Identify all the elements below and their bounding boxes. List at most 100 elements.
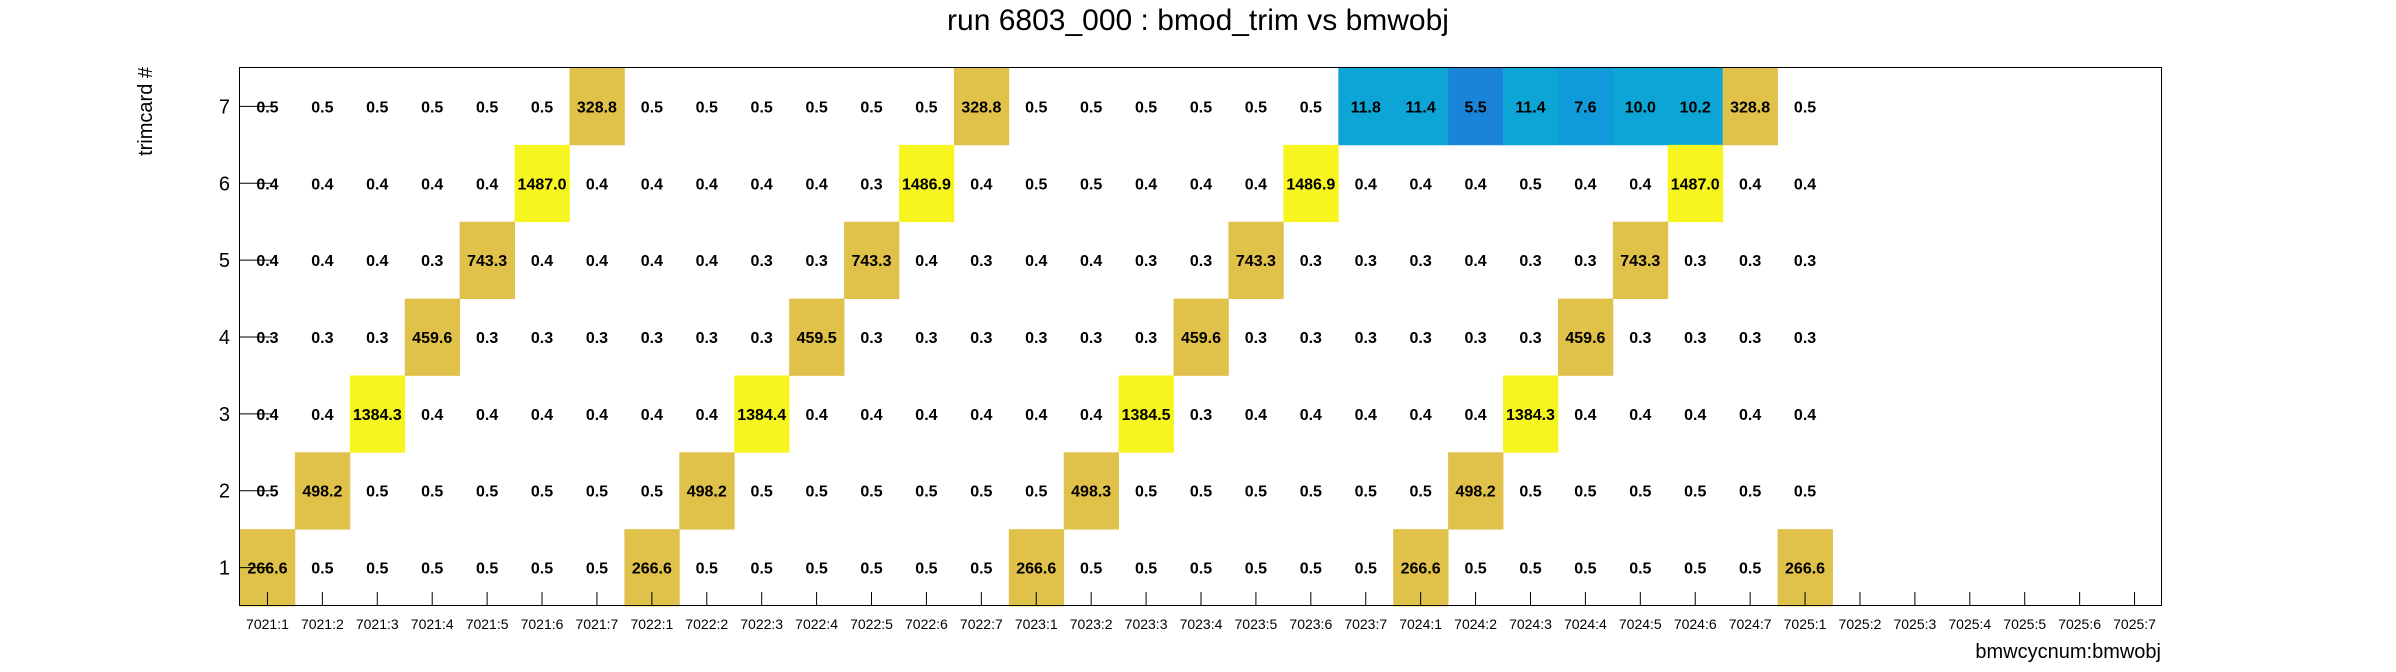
cell-value-label: 0.4	[256, 253, 278, 270]
cell-value-label: 0.4	[586, 407, 608, 424]
cell-value-label: 0.4	[1025, 407, 1047, 424]
cell-value-label: 0.5	[1519, 176, 1541, 193]
cell-value-label: 0.4	[366, 253, 388, 270]
cell-value-label: 0.5	[805, 99, 827, 116]
cell-value-label: 0.4	[1629, 176, 1651, 193]
heatmap-cell	[1448, 452, 1504, 530]
cell-value-label: 0.4	[531, 253, 553, 270]
cell-value-label: 11.4	[1515, 99, 1545, 116]
x-tick-label: 7022:2	[685, 616, 728, 632]
cell-value-label: 328.8	[1730, 99, 1770, 116]
x-tick-label: 7025:1	[1784, 616, 1827, 632]
heatmap-cell	[1612, 68, 1669, 146]
cell-value-label: 0.5	[1739, 561, 1761, 578]
cell-value-label: 0.5	[366, 484, 388, 501]
cell-value-label: 0.3	[970, 330, 992, 347]
cell-value-label: 0.5	[1300, 484, 1322, 501]
cell-value-label: 0.4	[1794, 176, 1816, 193]
heatmap-cell	[1557, 68, 1614, 146]
cell-value-label: 0.4	[970, 176, 992, 193]
cell-value-label: 0.3	[1739, 253, 1761, 270]
cell-value-label: 0.4	[641, 176, 663, 193]
heatmap-cell	[1667, 68, 1724, 146]
cell-value-label: 0.3	[696, 330, 718, 347]
cell-value-label: 0.4	[1190, 176, 1212, 193]
cell-value-label: 0.4	[805, 176, 827, 193]
cell-value-label: 0.5	[1135, 484, 1157, 501]
cell-value-label: 0.4	[1410, 176, 1432, 193]
cell-value-label: 0.5	[860, 484, 882, 501]
cell-value-label: 0.3	[1684, 330, 1706, 347]
x-tick-label: 7022:4	[795, 616, 838, 632]
cell-value-label: 0.5	[751, 484, 773, 501]
cell-value-label: 0.4	[586, 253, 608, 270]
cell-value-label: 0.3	[751, 330, 773, 347]
x-tick-label: 7023:7	[1344, 616, 1387, 632]
cell-value-label: 0.4	[696, 407, 718, 424]
y-tick-label: 4	[219, 327, 230, 349]
cell-value-label: 0.3	[1135, 330, 1157, 347]
cell-value-label: 0.5	[641, 484, 663, 501]
heatmap-cell	[1503, 375, 1559, 453]
cell-value-label: 0.3	[1190, 253, 1212, 270]
heatmap-cell	[1722, 68, 1778, 146]
cell-value-label: 1384.3	[353, 407, 402, 424]
cell-value-label: 0.5	[256, 484, 278, 501]
x-tick-label: 7023:4	[1180, 616, 1223, 632]
x-tick-label: 7021:5	[466, 616, 509, 632]
heatmap-cell	[1448, 68, 1504, 146]
cell-value-label: 0.4	[531, 407, 553, 424]
cell-value-label: 0.4	[1410, 407, 1432, 424]
cell-value-label: 0.4	[1245, 407, 1267, 424]
cell-value-label: 0.3	[1574, 253, 1596, 270]
heatmap-cell	[1283, 144, 1339, 223]
cell-value-label: 0.5	[421, 561, 443, 578]
cell-value-label: 0.5	[1080, 99, 1102, 116]
cell-value-label: 0.4	[421, 407, 443, 424]
heatmap-cell	[1118, 375, 1174, 453]
cell-value-label: 0.4	[1684, 407, 1706, 424]
cell-value-label: 0.5	[1025, 99, 1047, 116]
heatmap-cell	[1612, 221, 1669, 299]
cell-value-label: 0.4	[256, 407, 278, 424]
cell-value-label: 0.4	[311, 407, 333, 424]
cell-value-label: 0.3	[366, 330, 388, 347]
cell-value-label: 0.5	[1355, 484, 1377, 501]
x-tick-label: 7024:7	[1729, 616, 1772, 632]
heatmap-cell	[844, 221, 900, 299]
x-tick-label: 7022:3	[740, 616, 783, 632]
heatmap-cell	[404, 298, 461, 376]
cell-value-label: 498.2	[302, 484, 342, 501]
cell-value-label: 0.5	[586, 484, 608, 501]
cell-value-label: 0.5	[1410, 484, 1432, 501]
cell-value-label: 1487.0	[1671, 176, 1720, 193]
cell-value-label: 0.5	[476, 99, 498, 116]
cell-value-label: 0.5	[476, 561, 498, 578]
x-tick-label: 7021:2	[301, 616, 344, 632]
cell-value-label: 0.4	[1080, 253, 1102, 270]
x-tick-label: 7022:1	[630, 616, 673, 632]
cell-value-label: 0.3	[1519, 330, 1541, 347]
heatmap-cell	[294, 452, 351, 530]
cell-value-label: 0.5	[1355, 561, 1377, 578]
cell-value-label: 0.5	[1794, 484, 1816, 501]
heatmap-cell	[1503, 68, 1559, 146]
cell-value-label: 0.3	[421, 253, 443, 270]
heatmap-cell	[1173, 298, 1229, 376]
cell-value-label: 266.6	[1016, 561, 1056, 578]
cell-value-label: 459.6	[1565, 330, 1605, 347]
cell-value-label: 0.5	[1300, 561, 1322, 578]
cell-value-label: 0.3	[1135, 253, 1157, 270]
x-tick-label: 7024:5	[1619, 616, 1662, 632]
x-tick-label: 7021:4	[411, 616, 454, 632]
cell-value-label: 0.4	[641, 253, 663, 270]
heatmap-cell	[1557, 298, 1614, 376]
cell-value-label: 0.4	[805, 407, 827, 424]
y-tick-label: 7	[219, 96, 230, 118]
cell-value-label: 0.3	[1245, 330, 1267, 347]
y-tick-label: 3	[219, 404, 230, 426]
cell-value-label: 0.5	[366, 561, 388, 578]
cell-value-label: 0.3	[1794, 253, 1816, 270]
cell-value-label: 0.5	[1739, 484, 1761, 501]
x-axis-ticks: 7021:1 7021:2 7021:3 7021:4 7021:5 7021:6 7021…	[246, 592, 2156, 632]
